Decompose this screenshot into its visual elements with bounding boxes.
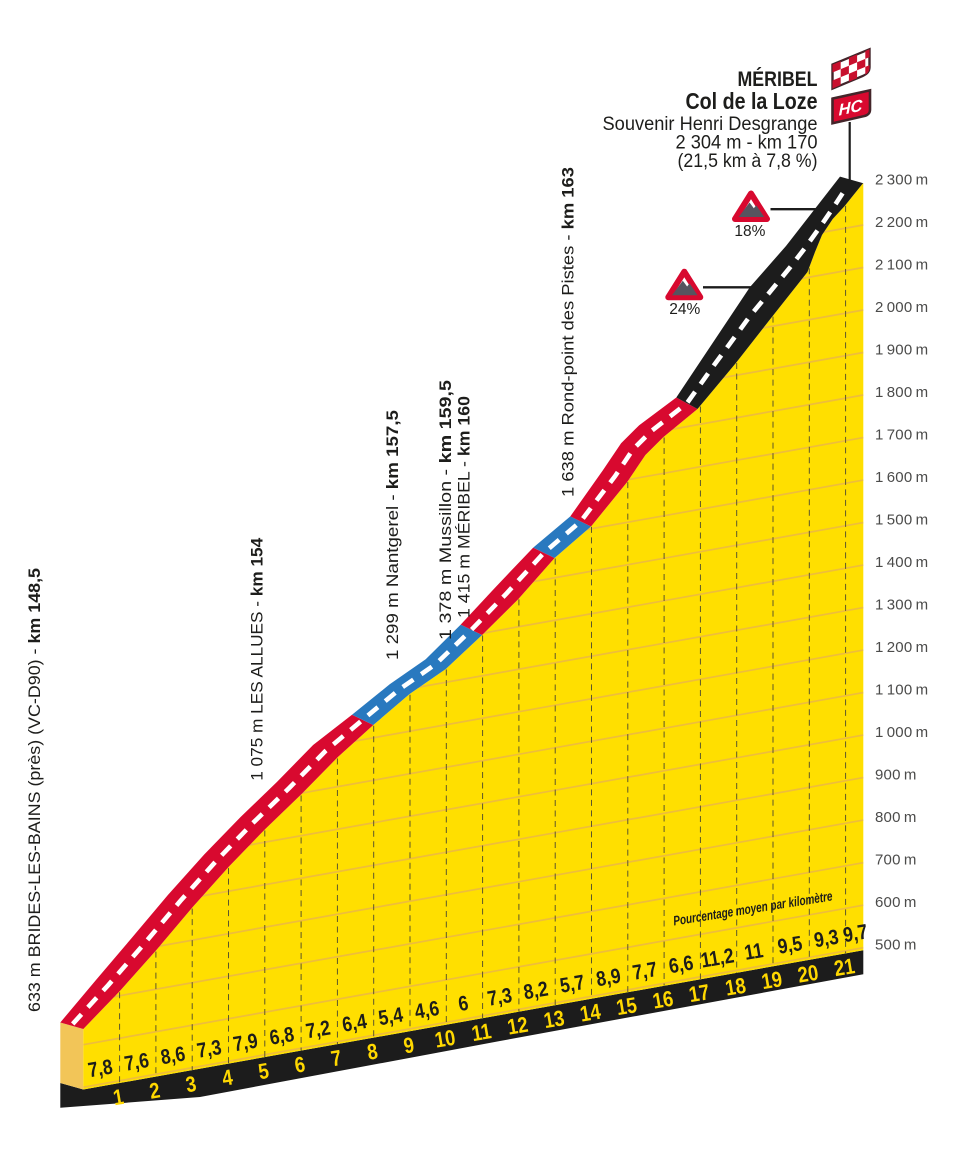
svg-text:7,2: 7,2 xyxy=(304,1016,332,1044)
svg-text:(21,5 km à 7,8 %): (21,5 km à 7,8 %) xyxy=(678,150,818,172)
svg-text:600 m: 600 m xyxy=(875,894,917,911)
svg-text:9: 9 xyxy=(402,1034,416,1059)
svg-text:16: 16 xyxy=(651,987,675,1014)
svg-text:900 m: 900 m xyxy=(875,766,917,783)
svg-text:1 075 m LES ALLUES - km 154: 1 075 m LES ALLUES - km 154 xyxy=(248,537,267,781)
svg-text:13: 13 xyxy=(542,1007,566,1034)
svg-text:1 400 m: 1 400 m xyxy=(875,554,928,571)
svg-text:6: 6 xyxy=(293,1053,307,1078)
svg-text:1 100 m: 1 100 m xyxy=(875,681,928,698)
svg-text:18%: 18% xyxy=(734,223,765,240)
svg-text:7: 7 xyxy=(329,1046,343,1071)
svg-text:1 300 m: 1 300 m xyxy=(875,596,928,613)
svg-text:7,3: 7,3 xyxy=(486,984,514,1012)
svg-text:8,9: 8,9 xyxy=(594,964,622,992)
svg-text:Souvenir Henri Desgrange: Souvenir Henri Desgrange xyxy=(603,113,818,135)
svg-text:1 299 m Nantgerel - km 157,5: 1 299 m Nantgerel - km 157,5 xyxy=(383,410,402,660)
svg-text:7,9: 7,9 xyxy=(231,1029,259,1057)
svg-text:5: 5 xyxy=(257,1059,271,1084)
svg-text:3: 3 xyxy=(184,1072,198,1097)
svg-text:1 415 m MÉRIBEL - km 160: 1 415 m MÉRIBEL - km 160 xyxy=(455,396,474,618)
svg-text:500 m: 500 m xyxy=(875,937,917,954)
svg-text:800 m: 800 m xyxy=(875,809,917,826)
svg-text:MÉRIBEL: MÉRIBEL xyxy=(738,66,818,91)
svg-text:2 200 m: 2 200 m xyxy=(875,214,928,231)
svg-text:7,7: 7,7 xyxy=(631,958,659,986)
svg-text:6: 6 xyxy=(457,991,471,1016)
svg-text:8,6: 8,6 xyxy=(159,1042,187,1070)
svg-text:1 900 m: 1 900 m xyxy=(875,341,928,358)
svg-text:8,2: 8,2 xyxy=(522,977,550,1005)
svg-text:633 m BRIDES-LES-BAINS (près): 633 m BRIDES-LES-BAINS (près) (VC-D90) -… xyxy=(25,568,44,1012)
svg-text:19: 19 xyxy=(760,968,784,995)
svg-text:6,6: 6,6 xyxy=(667,951,695,979)
svg-text:700 m: 700 m xyxy=(875,852,917,869)
svg-text:5,7: 5,7 xyxy=(558,971,586,999)
svg-text:17: 17 xyxy=(687,981,711,1008)
svg-text:11: 11 xyxy=(470,1020,493,1047)
svg-text:15: 15 xyxy=(615,994,639,1021)
svg-text:18: 18 xyxy=(724,974,748,1001)
svg-text:1 600 m: 1 600 m xyxy=(875,469,928,486)
svg-text:9,3: 9,3 xyxy=(812,925,840,953)
svg-text:24%: 24% xyxy=(669,301,700,318)
svg-text:20: 20 xyxy=(796,961,820,988)
svg-text:1 200 m: 1 200 m xyxy=(875,639,928,656)
svg-text:9,7: 9,7 xyxy=(841,920,869,948)
svg-text:12: 12 xyxy=(506,1013,530,1040)
svg-text:7,8: 7,8 xyxy=(86,1055,114,1083)
svg-text:14: 14 xyxy=(578,1000,603,1027)
svg-text:8: 8 xyxy=(366,1040,380,1065)
svg-text:2 304 m - km 170: 2 304 m - km 170 xyxy=(676,132,818,154)
svg-text:6,8: 6,8 xyxy=(268,1023,296,1051)
svg-text:1 700 m: 1 700 m xyxy=(875,426,928,443)
svg-text:7,6: 7,6 xyxy=(123,1049,151,1077)
svg-text:6,4: 6,4 xyxy=(340,1010,368,1038)
svg-text:2 300 m: 2 300 m xyxy=(875,171,928,188)
svg-text:1 500 m: 1 500 m xyxy=(875,511,928,528)
svg-text:21: 21 xyxy=(832,955,856,982)
svg-text:2 100 m: 2 100 m xyxy=(875,256,928,273)
svg-text:7,3: 7,3 xyxy=(195,1036,223,1064)
svg-text:2 000 m: 2 000 m xyxy=(875,299,928,316)
svg-text:1 638 m Rond-point des Pistes: 1 638 m Rond-point des Pistes - km 163 xyxy=(559,167,578,497)
svg-text:11: 11 xyxy=(743,939,766,966)
svg-text:Col de la Loze: Col de la Loze xyxy=(686,88,818,114)
svg-text:1 378 m Mussillon - km 159,5: 1 378 m Mussillon - km 159,5 xyxy=(436,380,455,640)
svg-text:1: 1 xyxy=(111,1085,125,1110)
svg-text:5,4: 5,4 xyxy=(377,1003,405,1031)
svg-text:2: 2 xyxy=(148,1079,162,1104)
svg-text:1 000 m: 1 000 m xyxy=(875,724,928,741)
svg-text:9,5: 9,5 xyxy=(776,932,804,960)
svg-text:4: 4 xyxy=(220,1066,235,1091)
svg-text:11,2: 11,2 xyxy=(699,944,736,973)
svg-text:4,6: 4,6 xyxy=(413,997,441,1025)
svg-text:1 800 m: 1 800 m xyxy=(875,384,928,401)
svg-text:10: 10 xyxy=(433,1026,457,1053)
